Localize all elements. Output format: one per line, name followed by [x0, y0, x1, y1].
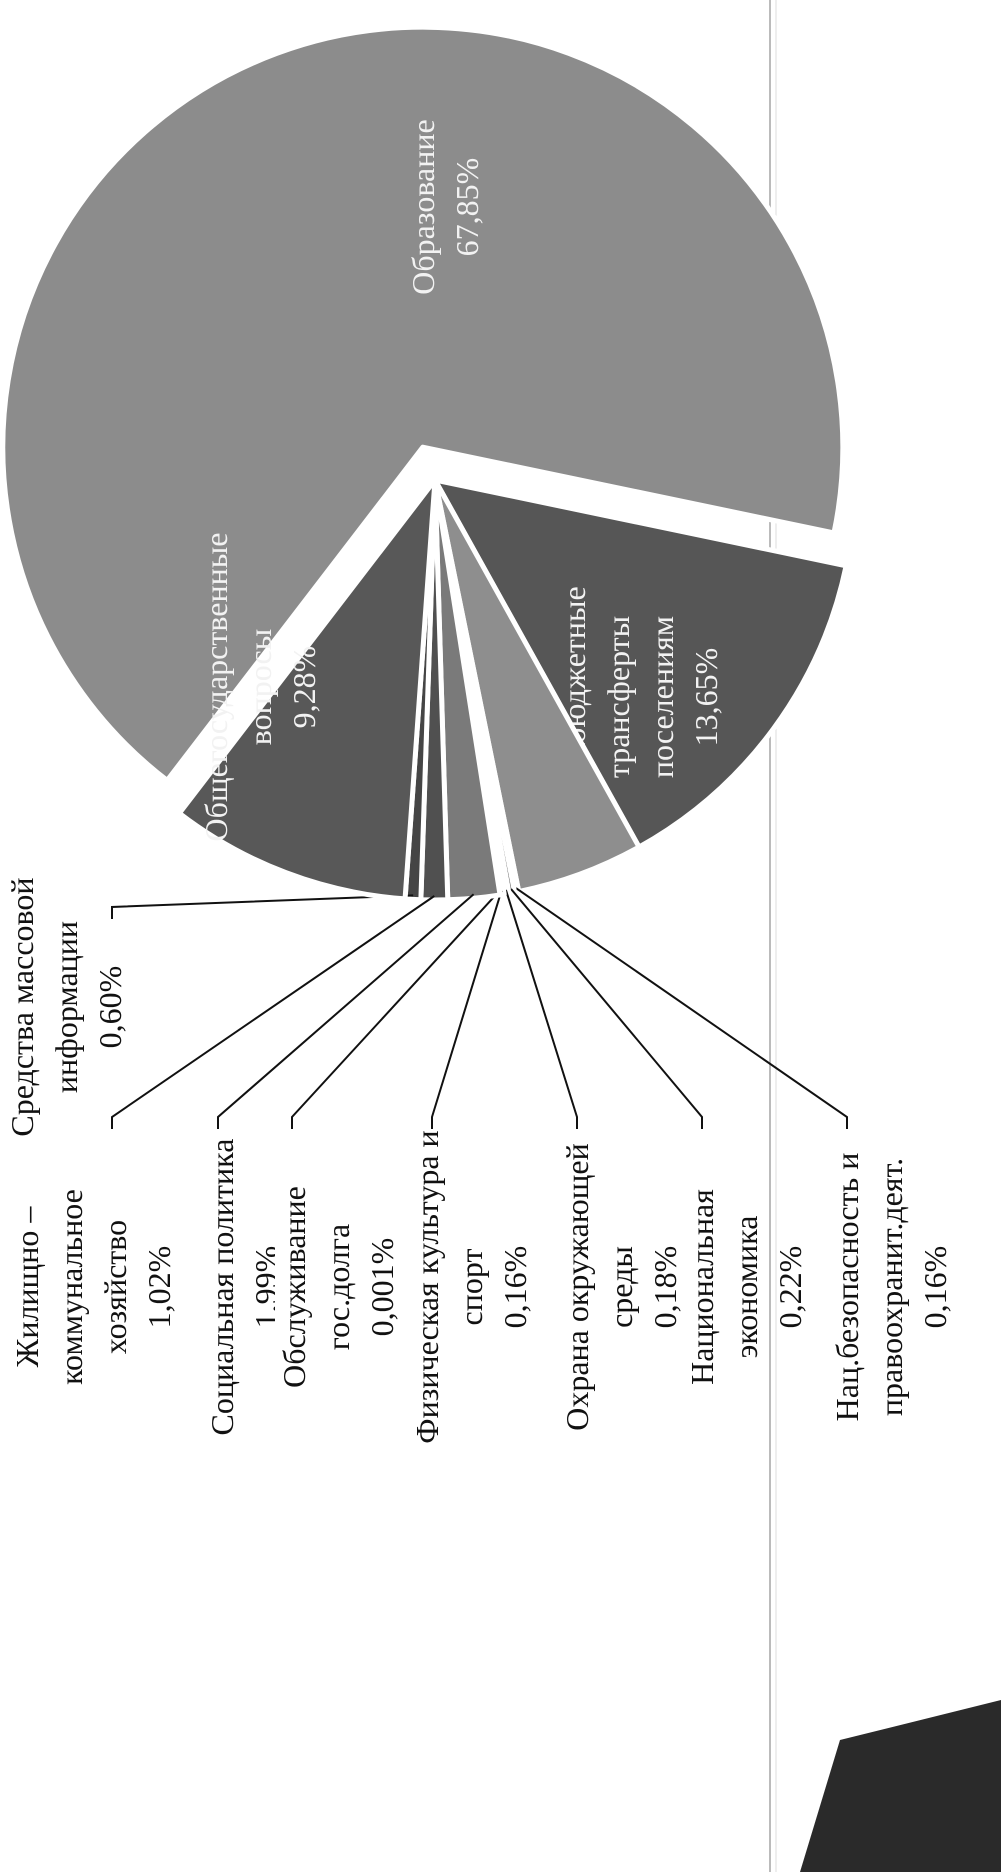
value-label: 0,001%	[364, 1237, 400, 1337]
value-label: 67,85%	[449, 157, 485, 257]
category-label: Средства массовой информации	[4, 877, 84, 1137]
pie-slice	[432, 477, 849, 850]
label-box: Общегосударственные вопросы 9,28%	[185, 512, 335, 862]
pie-slice	[176, 477, 438, 902]
leader-line	[431, 890, 503, 1129]
label-box: Образование 67,85%	[380, 82, 510, 332]
label-box: Средства массовой информации 0,60%	[0, 862, 140, 1152]
value-label: 0,22%	[772, 1245, 808, 1329]
slice-label: Общегосударственные вопросы 9,28%	[185, 512, 335, 862]
leader-line	[217, 893, 475, 1129]
label-box: Социальная политика 1,99%	[200, 1122, 275, 1452]
value-label: 0,60%	[92, 965, 128, 1049]
value-label: 13,65%	[688, 647, 724, 747]
label-box: Обслуживание гос.долга 0,001%	[272, 1122, 407, 1452]
slice-label: Жилищно – коммунальное хозяйство 1,02%	[5, 1122, 205, 1452]
pie-slice	[0, 24, 846, 783]
pie-group: Образование 67,85%Межбюджетные трансферты…	[0, 24, 965, 1452]
slice-label: Обслуживание гос.долга 0,001%	[272, 1122, 407, 1452]
leader-line	[504, 889, 578, 1129]
slice-label: Образование 67,85%	[380, 82, 510, 332]
leader-line	[510, 888, 703, 1129]
category-label: Национальная экономика	[684, 1189, 764, 1385]
category-label: Охрана окружающей среды	[559, 1143, 639, 1431]
category-label: Физическая культура и спорт	[409, 1130, 489, 1444]
label-box: Охрана окружающей среды 0,18%	[555, 1122, 685, 1452]
value-label: 1,02%	[141, 1245, 177, 1329]
slice-label: Средства массовой информации 0,60%	[0, 862, 140, 1152]
leader-line	[291, 890, 501, 1129]
label-box: Физическая культура и спорт 0,16%	[405, 1122, 555, 1452]
leader-line	[111, 895, 435, 1129]
value-label: 0,18%	[647, 1245, 683, 1329]
slice-label: Физическая культура и спорт 0,16%	[405, 1122, 555, 1452]
category-label: Общегосударственные вопросы	[198, 532, 278, 842]
value-label: 9,28%	[286, 645, 322, 729]
label-box: Национальная экономика 0,22%	[680, 1122, 810, 1452]
category-label: Образование	[405, 119, 441, 295]
category-label: Обслуживание гос.долга	[276, 1186, 356, 1388]
value-label: 0,16%	[917, 1245, 953, 1329]
value-label: 1,99%	[248, 1245, 275, 1329]
category-label: Жилищно – коммунальное хозяйство	[9, 1189, 133, 1385]
leader-line	[111, 894, 414, 919]
slice-label: Охрана окружающей среды 0,18%	[555, 1122, 685, 1452]
leader-line	[515, 887, 848, 1129]
label-box: Жилищно – коммунальное хозяйство 1,02%	[5, 1122, 205, 1452]
label-box: Нац.безопасность и правоохранит.деят. 0,1…	[825, 1122, 965, 1452]
value-label: 0,16%	[497, 1245, 533, 1329]
scan-corner	[800, 1700, 1001, 1872]
category-label: Социальная политика	[204, 1138, 240, 1436]
category-label: Нац.безопасность и правоохранит.деят.	[829, 1152, 909, 1422]
slice-label: Социальная политика 1,99%	[200, 1122, 275, 1452]
slice-label: Нац.безопасность и правоохранит.деят. 0,1…	[825, 1122, 965, 1452]
slice-label: Национальная экономика 0,22%	[680, 1122, 810, 1452]
